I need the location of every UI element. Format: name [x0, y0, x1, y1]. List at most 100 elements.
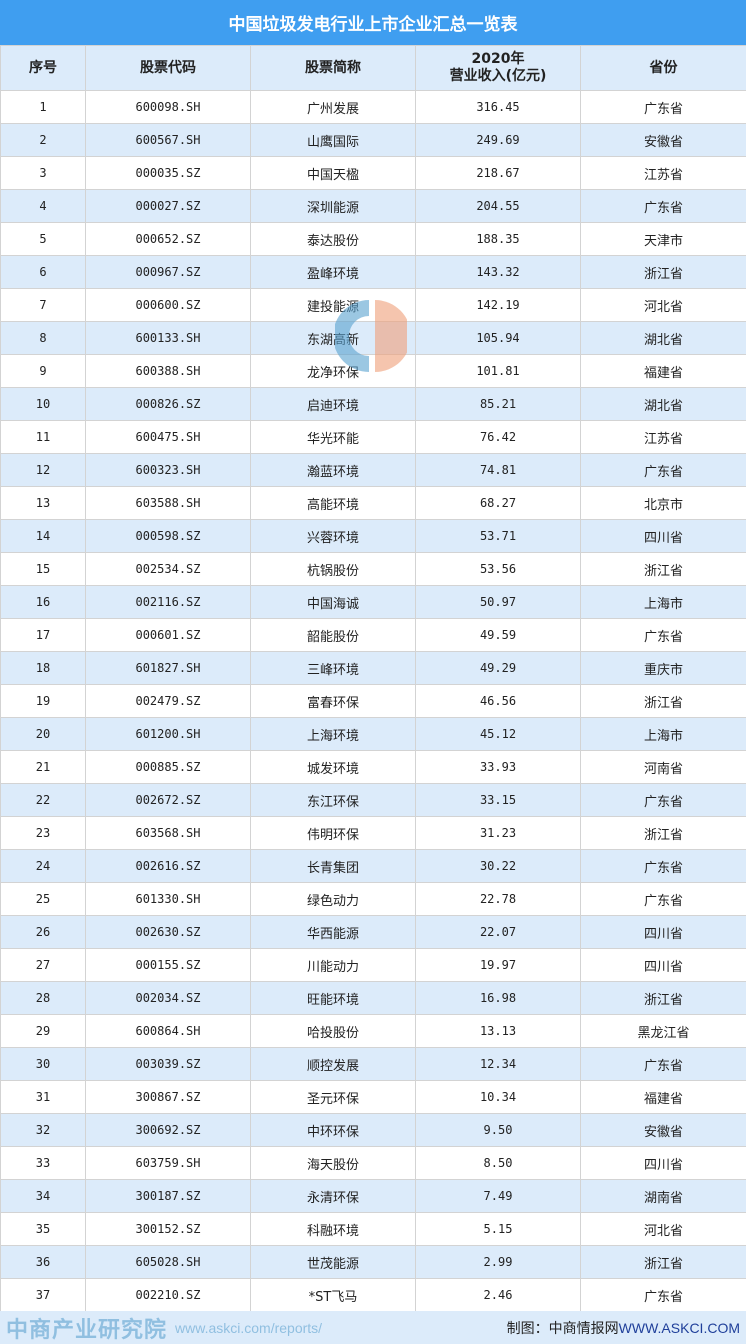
- cell-province: 江苏省: [580, 156, 746, 190]
- cell-revenue: 8.50: [415, 1146, 581, 1180]
- cell-province: 河北省: [580, 1212, 746, 1246]
- cell-index: 24: [0, 849, 86, 883]
- cell-index: 36: [0, 1245, 86, 1279]
- cell-index: 33: [0, 1146, 86, 1180]
- cell-name: 圣元环保: [250, 1080, 416, 1114]
- cell-code: 002479.SZ: [85, 684, 251, 718]
- cell-province: 四川省: [580, 915, 746, 949]
- cell-province: 广东省: [580, 618, 746, 652]
- cell-revenue: 46.56: [415, 684, 581, 718]
- cell-province: 广东省: [580, 1278, 746, 1312]
- cell-code: 600567.SH: [85, 123, 251, 157]
- cell-province: 湖北省: [580, 387, 746, 421]
- table-row: 5 000652.SZ 泰达股份 188.35 天津市: [0, 222, 746, 256]
- cell-index: 27: [0, 948, 86, 982]
- cell-code: 601827.SH: [85, 651, 251, 685]
- cell-province: 安徽省: [580, 1113, 746, 1147]
- cell-index: 20: [0, 717, 86, 751]
- cell-revenue: 218.67: [415, 156, 581, 190]
- cell-province: 江苏省: [580, 420, 746, 454]
- cell-revenue: 9.50: [415, 1113, 581, 1147]
- cell-revenue: 49.59: [415, 618, 581, 652]
- cell-revenue: 105.94: [415, 321, 581, 355]
- header-province: 省份: [580, 45, 746, 91]
- cell-code: 300152.SZ: [85, 1212, 251, 1246]
- header-index: 序号: [0, 45, 86, 91]
- cell-code: 002034.SZ: [85, 981, 251, 1015]
- cell-name: 城发环境: [250, 750, 416, 784]
- cell-index: 5: [0, 222, 86, 256]
- header-revenue: 2020年 营业收入(亿元): [415, 45, 581, 91]
- cell-index: 16: [0, 585, 86, 619]
- cell-name: 富春环保: [250, 684, 416, 718]
- cell-code: 603588.SH: [85, 486, 251, 520]
- cell-revenue: 16.98: [415, 981, 581, 1015]
- table-row: 11 600475.SH 华光环能 76.42 江苏省: [0, 420, 746, 454]
- cell-revenue: 12.34: [415, 1047, 581, 1081]
- cell-province: 上海市: [580, 585, 746, 619]
- cell-code: 300187.SZ: [85, 1179, 251, 1213]
- cell-code: 000035.SZ: [85, 156, 251, 190]
- cell-revenue: 22.78: [415, 882, 581, 916]
- cell-province: 天津市: [580, 222, 746, 256]
- cell-revenue: 31.23: [415, 816, 581, 850]
- cell-revenue: 85.21: [415, 387, 581, 421]
- cell-name: 中环环保: [250, 1113, 416, 1147]
- table-row: 24 002616.SZ 长青集团 30.22 广东省: [0, 849, 746, 883]
- cell-province: 福建省: [580, 1080, 746, 1114]
- cell-code: 000155.SZ: [85, 948, 251, 982]
- table-row: 21 000885.SZ 城发环境 33.93 河南省: [0, 750, 746, 784]
- footer-site: WWW.ASKCI.COM: [618, 1319, 740, 1336]
- cell-index: 10: [0, 387, 86, 421]
- table-row: 23 603568.SH 伟明环保 31.23 浙江省: [0, 816, 746, 850]
- cell-name: 深圳能源: [250, 189, 416, 223]
- header-name: 股票简称: [250, 45, 416, 91]
- header-row: 序号 股票代码 股票简称 2020年 营业收入(亿元) 省份: [0, 45, 746, 91]
- cell-index: 23: [0, 816, 86, 850]
- cell-province: 浙江省: [580, 816, 746, 850]
- cell-name: 高能环境: [250, 486, 416, 520]
- cell-index: 6: [0, 255, 86, 289]
- table-row: 7 000600.SZ 建投能源 142.19 河北省: [0, 288, 746, 322]
- table-row: 15 002534.SZ 杭锅股份 53.56 浙江省: [0, 552, 746, 586]
- cell-index: 13: [0, 486, 86, 520]
- cell-code: 000652.SZ: [85, 222, 251, 256]
- cell-name: 三峰环境: [250, 651, 416, 685]
- cell-revenue: 142.19: [415, 288, 581, 322]
- cell-code: 003039.SZ: [85, 1047, 251, 1081]
- cell-name: 华光环能: [250, 420, 416, 454]
- cell-index: 19: [0, 684, 86, 718]
- table-title: 中国垃圾发电行业上市企业汇总一览表: [0, 0, 746, 45]
- cell-name: 中国天楹: [250, 156, 416, 190]
- cell-province: 四川省: [580, 1146, 746, 1180]
- table-row: 8 600133.SH 东湖高新 105.94 湖北省: [0, 321, 746, 355]
- cell-revenue: 188.35: [415, 222, 581, 256]
- table-row: 9 600388.SH 龙净环保 101.81 福建省: [0, 354, 746, 388]
- cell-code: 600864.SH: [85, 1014, 251, 1048]
- cell-code: 002534.SZ: [85, 552, 251, 586]
- cell-name: 海天股份: [250, 1146, 416, 1180]
- cell-index: 28: [0, 981, 86, 1015]
- cell-code: 000600.SZ: [85, 288, 251, 322]
- cell-index: 26: [0, 915, 86, 949]
- cell-province: 浙江省: [580, 1245, 746, 1279]
- cell-code: 600323.SH: [85, 453, 251, 487]
- cell-name: 杭锅股份: [250, 552, 416, 586]
- table-row: 1 600098.SH 广州发展 316.45 广东省: [0, 90, 746, 124]
- table-row: 3 000035.SZ 中国天楹 218.67 江苏省: [0, 156, 746, 190]
- cell-code: 000885.SZ: [85, 750, 251, 784]
- cell-revenue: 13.13: [415, 1014, 581, 1048]
- cell-revenue: 204.55: [415, 189, 581, 223]
- table-row: 32 300692.SZ 中环环保 9.50 安徽省: [0, 1113, 746, 1147]
- table-row: 31 300867.SZ 圣元环保 10.34 福建省: [0, 1080, 746, 1114]
- table-row: 18 601827.SH 三峰环境 49.29 重庆市: [0, 651, 746, 685]
- cell-revenue: 249.69: [415, 123, 581, 157]
- cell-code: 600388.SH: [85, 354, 251, 388]
- cell-index: 15: [0, 552, 86, 586]
- table-row: 27 000155.SZ 川能动力 19.97 四川省: [0, 948, 746, 982]
- cell-name: 顺控发展: [250, 1047, 416, 1081]
- watermark-name: 中商产业研究院: [6, 1317, 168, 1343]
- cell-province: 河南省: [580, 750, 746, 784]
- cell-province: 河北省: [580, 288, 746, 322]
- cell-province: 浙江省: [580, 684, 746, 718]
